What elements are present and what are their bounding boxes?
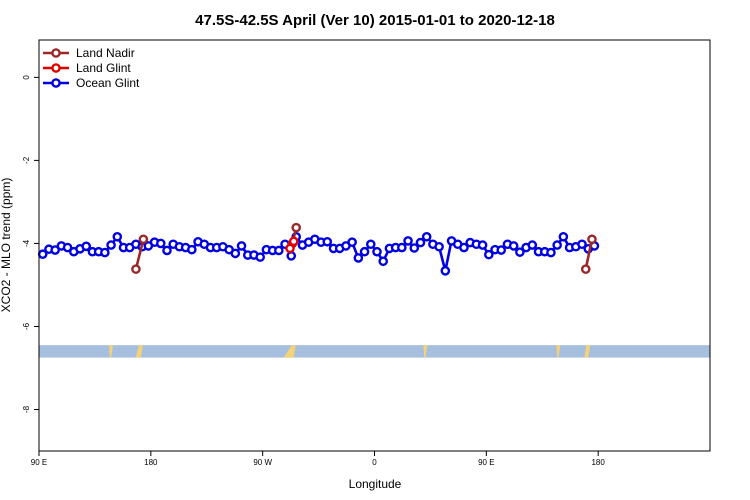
data-point-ocean-glint xyxy=(155,238,166,249)
data-point-ocean-glint xyxy=(236,241,247,251)
land-patch-5 xyxy=(584,345,591,358)
data-point-land-nadir xyxy=(291,222,302,233)
x-tick-label: 90 W xyxy=(253,458,272,467)
x-tick-label: 90 E xyxy=(31,458,47,467)
data-point-ocean-glint xyxy=(286,251,297,261)
y-tick-label: -4 xyxy=(22,239,31,247)
data-point-ocean-glint xyxy=(372,246,382,257)
legend-marker-land-nadir xyxy=(51,48,61,58)
data-point-ocean-glint xyxy=(255,252,265,262)
legend-label-land-nadir: Land Nadir xyxy=(76,46,135,60)
data-point-ocean-glint xyxy=(347,237,357,247)
data-point-ocean-glint xyxy=(403,236,413,246)
data-point-ocean-glint xyxy=(397,242,407,253)
data-point-ocean-glint xyxy=(50,245,60,255)
data-point-ocean-glint xyxy=(230,248,241,259)
x-tick-label: 180 xyxy=(591,458,605,467)
data-point-ocean-glint xyxy=(477,240,488,250)
data-point-ocean-glint xyxy=(81,241,92,252)
legend-label-land-glint: Land Glint xyxy=(76,61,131,75)
series-line-land-nadir-2 xyxy=(584,239,594,270)
data-point-land-glint xyxy=(288,236,299,247)
series-line-land-nadir-0 xyxy=(134,238,145,270)
x-tick-label: 0 xyxy=(372,458,377,467)
land-patch-3 xyxy=(423,345,428,358)
data-point-ocean-glint xyxy=(508,241,519,251)
data-point-land-nadir xyxy=(138,234,149,245)
data-point-ocean-glint xyxy=(421,231,432,242)
data-point-ocean-glint xyxy=(322,236,333,247)
data-point-ocean-glint xyxy=(527,240,538,250)
y-tick-label: -8 xyxy=(22,405,31,413)
series-land-glint xyxy=(285,236,299,254)
y-axis: 0 -2 -4 -6 -8 xyxy=(22,75,39,413)
data-point-ocean-glint xyxy=(546,247,556,258)
land-patch-0 xyxy=(109,345,114,358)
data-point-ocean-glint xyxy=(378,256,388,267)
data-point-ocean-glint xyxy=(365,239,376,250)
chart-title: 47.5S-42.5S April (Ver 10) 2015-01-01 to… xyxy=(195,12,555,29)
data-point-ocean-glint xyxy=(484,249,494,260)
data-point-ocean-glint xyxy=(106,240,116,250)
data-point-ocean-glint xyxy=(62,242,73,253)
data-point-land-glint xyxy=(285,243,295,254)
data-point-ocean-glint xyxy=(558,231,569,242)
land-patch-2 xyxy=(283,345,296,358)
land-layer xyxy=(39,345,710,358)
series-layer xyxy=(37,222,600,276)
data-point-ocean-glint xyxy=(409,243,420,253)
legend-label-ocean-glint: Ocean Glint xyxy=(76,76,140,90)
data-point-ocean-glint xyxy=(359,246,370,257)
data-point-ocean-glint xyxy=(515,247,525,257)
data-point-ocean-glint xyxy=(162,245,172,256)
legend-marker-ocean-glint xyxy=(51,78,61,88)
y-axis-label: XCO2 - MLO trend (ppm) xyxy=(0,178,13,313)
y-tick-label: -2 xyxy=(22,156,31,164)
data-point-ocean-glint xyxy=(187,244,197,255)
data-point-ocean-glint xyxy=(434,241,444,252)
x-axis-label: Longitude xyxy=(349,477,402,491)
land-band xyxy=(39,345,710,358)
x-axis: 90 E 180 90 W 0 90 E 180 xyxy=(31,451,605,467)
data-point-land-nadir xyxy=(131,264,141,274)
series-land-nadir xyxy=(131,222,597,274)
data-point-ocean-glint xyxy=(274,245,284,256)
data-point-ocean-glint xyxy=(496,245,507,255)
data-point-ocean-glint xyxy=(577,239,587,250)
data-point-ocean-glint xyxy=(459,242,469,253)
data-point-ocean-glint xyxy=(112,231,123,242)
data-point-ocean-glint xyxy=(100,247,110,258)
y-tick-label: -6 xyxy=(22,322,31,330)
data-point-ocean-glint xyxy=(440,266,451,276)
data-point-ocean-glint xyxy=(415,237,426,248)
data-point-land-nadir xyxy=(587,234,597,245)
data-point-ocean-glint xyxy=(353,253,364,263)
legend-marker-land-glint xyxy=(51,63,61,73)
x-tick-label: 180 xyxy=(144,458,158,467)
y-tick-label: 0 xyxy=(22,75,31,80)
data-point-land-nadir xyxy=(580,264,591,274)
data-point-ocean-glint xyxy=(552,240,562,250)
x-tick-label: 90 E xyxy=(478,458,494,467)
land-patch-1 xyxy=(135,345,143,358)
land-patch-4 xyxy=(556,345,561,358)
